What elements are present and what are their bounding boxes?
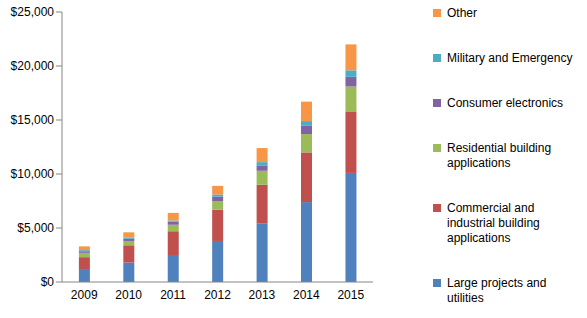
svg-text:2013: 2013 (249, 288, 276, 302)
svg-text:$5,000: $5,000 (17, 221, 54, 235)
html-text:Other: Other (447, 6, 477, 20)
html-text:Residential building applicati: Residential building applications (447, 141, 552, 170)
svg-text:2011: 2011 (160, 288, 186, 302)
svg-text:$15,000: $15,000 (11, 113, 55, 127)
svg-text:$10,000: $10,000 (11, 167, 55, 181)
svg-text:2012: 2012 (204, 288, 231, 302)
html-text:Commercial and industrial buil: Commercial and industrial building appli… (447, 201, 540, 245)
html-text:Large projects and utilities: Large projects and utilities (447, 276, 547, 305)
html-text:Consumer electronics: Consumer electronics (447, 96, 563, 110)
html-text:Military and Emergency: Military and Emergency (447, 51, 573, 65)
svg-text:2015: 2015 (337, 288, 364, 302)
svg-text:2010: 2010 (115, 288, 142, 302)
svg-text:$20,000: $20,000 (11, 59, 55, 73)
svg-text:$25,000: $25,000 (11, 5, 55, 19)
svg-text:$0: $0 (41, 275, 55, 289)
svg-text:2014: 2014 (293, 288, 320, 302)
svg-text:2009: 2009 (71, 288, 98, 302)
